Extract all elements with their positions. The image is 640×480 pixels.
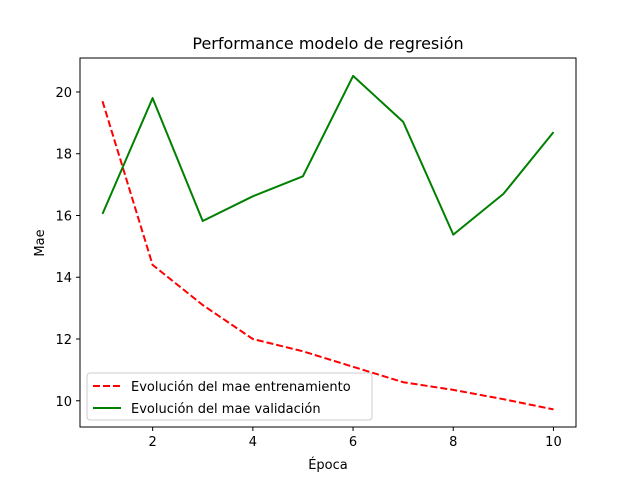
y-tick-label: 20 <box>55 86 72 101</box>
plot-area: 2 4 6 8 10 10 12 14 16 18 20 Evolución del mae entr… <box>55 57 577 450</box>
legend-box <box>86 372 373 421</box>
y-tick-label: 10 <box>55 395 72 410</box>
y-tick-label: 16 <box>55 209 72 224</box>
x-tick-label: 6 <box>349 435 357 450</box>
chart-title: Performance modelo de regresión <box>192 34 463 53</box>
y-tick-label: 18 <box>55 148 72 163</box>
x-axis-label: Época <box>308 457 348 473</box>
x-tick-label: 2 <box>149 435 157 450</box>
plot-frame <box>79 57 577 428</box>
x-tick-label: 10 <box>545 435 562 450</box>
series-line-1 <box>101 100 554 411</box>
x-tick-label: 4 <box>249 435 257 450</box>
legend-label-1: Evolución del mae entrenamiento <box>131 380 351 395</box>
y-tick-label: 12 <box>55 333 72 348</box>
y-axis-label: Mae <box>33 229 48 256</box>
series-line-2 <box>101 74 555 236</box>
legend-label-2: Evolución del mae validación <box>131 402 321 417</box>
y-tick-label: 14 <box>55 271 72 286</box>
x-tick-label: 8 <box>449 435 457 450</box>
